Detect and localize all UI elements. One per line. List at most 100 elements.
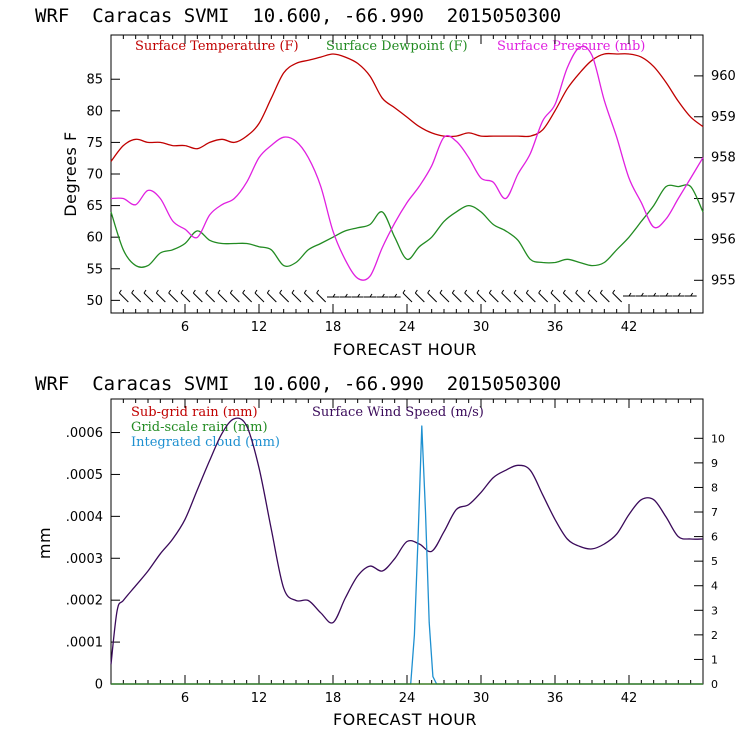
wind-barb — [266, 292, 277, 303]
wind-barb-flag — [488, 289, 492, 294]
wind-barb — [143, 292, 154, 303]
y-tick-label-left: .0004 — [66, 510, 103, 525]
x-tick-label: 42 — [621, 691, 638, 706]
wind-barb — [229, 292, 240, 303]
wind-barb-flag — [291, 289, 295, 294]
wind-barb — [612, 292, 623, 303]
wind-barb — [488, 292, 499, 303]
y-tick-label-right: 956 — [711, 232, 736, 247]
series-line-surface-wind-speed-m-s — [110, 417, 704, 665]
y-tick-label-left: 70 — [86, 168, 103, 183]
bottom-header: WRF Caracas SVMI 10.600, -66.990 2015050… — [35, 373, 561, 395]
wind-barb-flag — [143, 289, 147, 294]
y-tick-label-left: 60 — [86, 231, 103, 246]
wind-barb-flag — [640, 292, 644, 297]
bottom-xlabel: FORECAST HOUR — [333, 710, 477, 729]
wind-barb-flag — [439, 289, 443, 294]
wind-barb-flag — [550, 289, 554, 294]
wind-barb — [513, 292, 524, 303]
y-tick-label-right: 1 — [711, 653, 718, 666]
top-xlabel: FORECAST HOUR — [333, 340, 477, 359]
x-tick-label: 30 — [473, 691, 490, 706]
legend-subgrid-rain: Sub-grid rain (mm) — [131, 405, 258, 420]
wind-barb — [414, 292, 425, 303]
bottom-series-group — [110, 417, 704, 685]
wind-barb — [501, 292, 512, 303]
top-series-group — [110, 45, 704, 281]
wind-barb-flag — [131, 289, 135, 294]
wind-barb — [464, 292, 475, 303]
wind-barb — [155, 292, 166, 303]
wind-barb-flag — [476, 289, 480, 294]
wind-barb-flag — [217, 289, 221, 294]
y-tick-label-left: 55 — [86, 262, 103, 277]
top-header: WRF Caracas SVMI 10.600, -66.990 2015050… — [35, 5, 561, 27]
wind-barb-flag — [677, 292, 681, 297]
wind-barb — [279, 292, 290, 303]
series-line-integrated-cloud-mm — [111, 425, 703, 685]
y-tick-label-right: 957 — [711, 192, 736, 207]
y-tick-label-right: 2 — [711, 629, 718, 642]
y-tick-label-right: 955 — [711, 273, 736, 288]
y-tick-label-right: 960 — [711, 69, 736, 84]
y-tick-label-left: 65 — [86, 199, 103, 214]
top-x-axis: 6 12 18 24 30 36 42 — [122, 35, 692, 335]
legend-gridscale-rain: Grid-scale rain (mm) — [131, 420, 268, 435]
wind-barb — [131, 292, 142, 303]
wind-barb-flag — [118, 289, 122, 294]
wind-barb-flag — [464, 289, 468, 294]
wind-barb — [168, 292, 179, 303]
wind-barb-flag — [303, 289, 307, 294]
y-tick-label-left: .0005 — [66, 468, 103, 483]
series-line-surface-pressure-mb — [110, 45, 704, 281]
wind-barb-flag — [587, 289, 591, 294]
wind-barb-flag — [575, 289, 579, 294]
wind-barb-flag — [316, 289, 320, 294]
top-ylabel: Degrees F — [61, 131, 80, 216]
wind-barb — [242, 292, 253, 303]
wind-barb-flag — [513, 289, 517, 294]
wind-barb-flag — [612, 289, 616, 294]
x-tick-label: 6 — [181, 691, 189, 706]
x-tick-label: 18 — [325, 320, 342, 335]
wind-barb-flag — [192, 289, 196, 294]
y-tick-label-right: 7 — [711, 506, 718, 519]
bottom-legend: Sub-grid rain (mm) Grid-scale rain (mm) … — [131, 405, 484, 450]
legend-pressure: Surface Pressure (mb) — [497, 39, 645, 54]
wind-barb-flag — [501, 289, 505, 294]
wind-barb-flag — [525, 289, 529, 294]
top-legend: Surface Temperature (F) Surface Dewpoint… — [135, 39, 645, 54]
wind-barb-flag — [394, 293, 398, 298]
series-line-surface-temperature-f — [110, 52, 704, 162]
wind-barb-flag — [427, 289, 431, 294]
x-tick-label: 36 — [547, 320, 564, 335]
y-tick-label-left: 50 — [86, 294, 103, 309]
y-tick-label-right: 5 — [711, 555, 718, 568]
y-tick-label-left: .0006 — [66, 426, 103, 441]
wind-barb — [550, 292, 561, 303]
wind-barb-flag — [254, 289, 258, 294]
x-tick-label: 12 — [251, 691, 268, 706]
wind-barb — [476, 292, 487, 303]
y-tick-label-left: .0001 — [66, 636, 103, 651]
bottom-y-axis-right: 0 1 2 3 4 5 6 7 8 9 10 — [694, 432, 725, 691]
wind-barb-flag — [414, 289, 418, 294]
wind-barb — [205, 292, 216, 303]
y-tick-label-left: 80 — [86, 104, 103, 119]
bottom-ylabel: mm — [35, 527, 54, 559]
y-tick-label-right: 959 — [711, 110, 736, 125]
y-tick-label-right: 10 — [711, 432, 725, 445]
wind-barb-flag — [332, 293, 336, 298]
wind-barb — [303, 292, 314, 303]
wind-barb-flag — [653, 292, 657, 297]
wind-barb — [217, 292, 228, 303]
y-tick-label-left: .0003 — [66, 552, 103, 567]
wind-barb — [562, 292, 573, 303]
wind-barb-flag — [180, 289, 184, 294]
wind-barb — [316, 292, 327, 303]
x-tick-label: 24 — [399, 320, 416, 335]
legend-integrated-cloud: Integrated cloud (mm) — [131, 435, 280, 450]
panel-top: WRF Caracas SVMI 10.600, -66.990 2015050… — [35, 5, 736, 359]
top-y-axis-right: 955 956 957 958 959 960 — [694, 69, 736, 288]
